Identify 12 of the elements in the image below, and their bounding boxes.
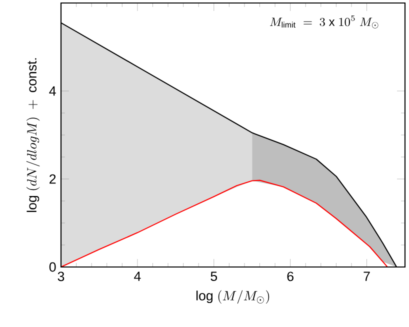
x-tick-label: 6 bbox=[287, 272, 294, 282]
x-tick-label: 5 bbox=[210, 272, 218, 281]
annotation: $M_{\mathrm{limit}}\ =\ 3\ \mathrm{x}\ 10^{5}\ M_{\odot}$ bbox=[270, 15, 378, 28]
y-tick-label: 2 bbox=[50, 174, 56, 184]
line-series bbox=[61, 180, 388, 267]
x-tick-label: 3 bbox=[58, 272, 64, 282]
y-tick-label: 4 bbox=[49, 86, 56, 96]
x-tick-label: 7 bbox=[364, 272, 370, 281]
x-axis-title: $\mathrm{log}\ (M/M_{\odot})$ bbox=[196, 290, 270, 304]
y-tick-label: 0 bbox=[49, 262, 56, 272]
y-axis-title: $\mathrm{log}\ (dN/dlogM)\ +\ \mathrm{const.}$ bbox=[26, 58, 40, 212]
x-tick-label: 4 bbox=[134, 272, 141, 281]
